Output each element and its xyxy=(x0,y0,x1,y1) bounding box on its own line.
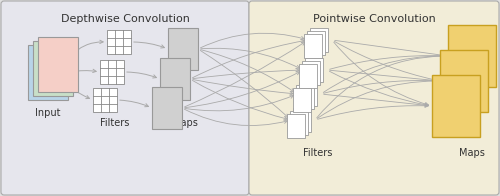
Bar xyxy=(299,82,317,106)
Bar xyxy=(38,37,78,92)
Bar xyxy=(152,87,182,129)
Text: Maps: Maps xyxy=(172,118,198,128)
Bar xyxy=(304,34,322,58)
Bar xyxy=(299,64,317,88)
Bar xyxy=(305,58,323,82)
Bar xyxy=(448,25,496,87)
Bar xyxy=(33,41,73,96)
Bar xyxy=(293,108,311,132)
Bar xyxy=(93,88,117,112)
Bar xyxy=(287,114,305,138)
Bar xyxy=(100,60,124,84)
Text: Depthwise Convolution: Depthwise Convolution xyxy=(60,14,190,24)
Bar xyxy=(302,61,320,85)
Bar xyxy=(168,28,198,70)
Bar xyxy=(307,31,325,55)
FancyBboxPatch shape xyxy=(249,1,499,195)
Bar xyxy=(160,58,190,100)
Text: Maps: Maps xyxy=(459,148,485,158)
Bar xyxy=(290,111,308,135)
Bar xyxy=(296,85,314,109)
Bar xyxy=(432,75,480,137)
Bar xyxy=(107,30,131,54)
Bar xyxy=(440,50,488,112)
Text: Pointwise Convolution: Pointwise Convolution xyxy=(312,14,436,24)
Bar xyxy=(310,28,328,52)
Bar xyxy=(293,88,311,112)
Text: Input: Input xyxy=(35,108,61,118)
FancyBboxPatch shape xyxy=(1,1,249,195)
Text: Filters: Filters xyxy=(304,148,332,158)
Bar xyxy=(28,45,68,100)
Text: Filters: Filters xyxy=(100,118,130,128)
